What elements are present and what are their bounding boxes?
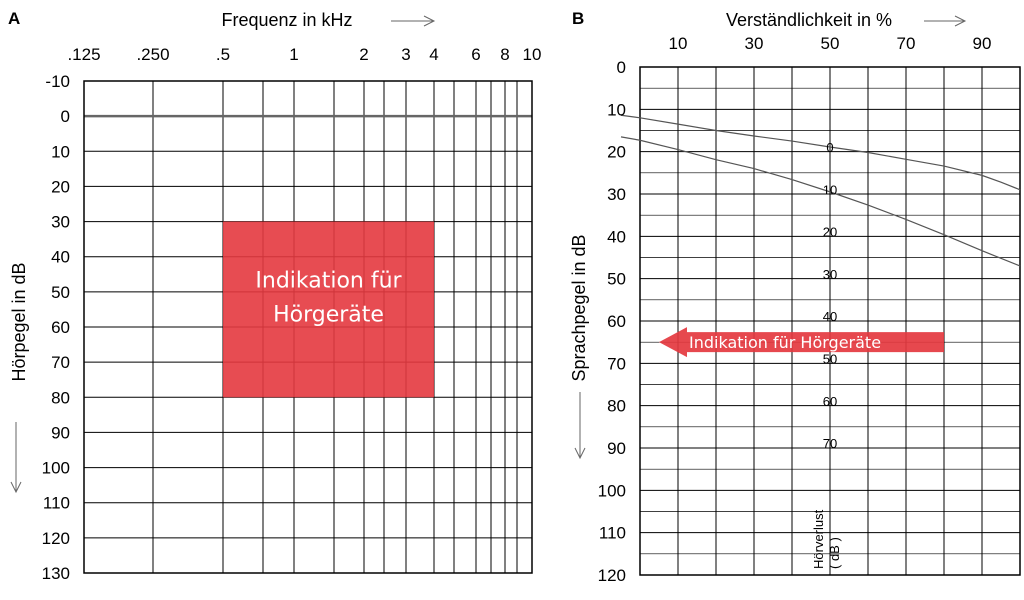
panel-a-y-tick-7: 50 (51, 283, 70, 302)
panel-b-x-axis-title: Verständlichkeit in % (726, 10, 892, 30)
panel-a-x-tick-8: 6 (471, 45, 480, 64)
panel-b-x-tick-1: 10 (669, 34, 688, 53)
panel-a-y-tick-8: 60 (51, 318, 70, 337)
panel-b-y-tick-8: 70 (607, 354, 626, 373)
panel-b-y-tick-10: 90 (607, 439, 626, 458)
panel-a-x-tick-10: 10 (523, 45, 542, 64)
panel-b-y-tick-9: 80 (607, 397, 626, 416)
panel-a-y-tick-13: 110 (43, 494, 70, 513)
panel-b-series (620, 114, 1021, 267)
hearing-aid-indication-label-line-1: Indikation für (255, 268, 402, 293)
panel-a-letter: A (8, 9, 20, 28)
panel-a-x-tick-6: 3 (401, 45, 410, 64)
panel-a-y-tick-5: 30 (51, 213, 70, 232)
panel-b-x-direction-arrow (924, 15, 967, 27)
panel-b-y-tick-labels: 0 10 20 30 40 50 60 70 80 90 100 110 120 (598, 58, 626, 585)
panel-a-y-tick-11: 90 (51, 423, 70, 442)
panel-b-x-tick-3: 50 (821, 34, 840, 53)
panel-a-x-tick-4: 1 (289, 45, 298, 64)
panel-a-x-tick-3: .5 (216, 45, 230, 64)
panel-a-y-direction-arrow (10, 422, 22, 494)
panel-b-series-line-1 (620, 114, 1021, 191)
panel-b-y-tick-13: 120 (598, 566, 626, 585)
hearing-loss-label-50: 50 (823, 352, 837, 367)
panel-b-frame (639, 66, 1021, 576)
panel-b-letter: B (572, 9, 584, 28)
panel-a-y-tick-1: -10 (45, 72, 70, 91)
panel-b-x-tick-labels: 10 30 50 70 90 (669, 34, 992, 53)
panel-b-y-tick-4: 30 (607, 185, 626, 204)
panel-b-y-tick-5: 40 (607, 227, 626, 246)
hearing-aid-indication-arrow (659, 327, 944, 358)
panel-b-x-tick-2: 30 (745, 34, 764, 53)
panel-b-y-tick-12: 110 (599, 524, 626, 543)
panel-a-x-tick-9: 8 (500, 45, 509, 64)
panel-a-x-tick-5: 2 (359, 45, 368, 64)
hearing-loss-title: Hörverlust (811, 509, 826, 569)
panel-a-x-tick-2: .250 (136, 45, 169, 64)
panel-a-y-tick-3: 10 (51, 142, 70, 161)
hearing-aid-indication-arrow-label: Indikation für Hörgeräte (689, 333, 881, 352)
hearing-loss-label-10: 10 (823, 182, 837, 197)
panel-a-y-tick-10: 80 (51, 388, 70, 407)
panel-a-y-tick-labels: -10 0 10 20 30 40 50 60 70 80 90 100 110 120 130 (42, 72, 70, 583)
hearing-loss-label-0: 0 (826, 140, 833, 155)
panel-b-y-tick-1: 0 (617, 58, 626, 77)
panel-b-x-tick-4: 70 (897, 34, 916, 53)
hearing-loss-labels: 0 10 20 30 40 50 60 70 (823, 140, 837, 451)
hearing-loss-label-20: 20 (823, 225, 837, 240)
panel-a-x-direction-arrow (391, 15, 436, 27)
panel-b-y-tick-7: 60 (607, 312, 626, 331)
panel-b-y-tick-3: 20 (607, 143, 626, 162)
panel-b-series-line-2 (620, 136, 1021, 267)
panel-a-y-tick-9: 70 (51, 353, 70, 372)
panel-a-y-tick-15: 130 (42, 564, 70, 583)
panel-b-speech-audiogram: B 0 10 20 30 40 50 60 70 Hörverlust ( dB ) Indi… (569, 9, 1021, 585)
panel-b-grid (639, 66, 1021, 576)
panel-a-x-tick-labels: .125 .250 .5 1 2 3 4 6 8 10 (67, 45, 541, 64)
panel-a-x-tick-1: .125 (67, 45, 100, 64)
panel-a-y-tick-4: 20 (51, 177, 70, 196)
hearing-aid-indication-label-line-2: Hörgeräte (273, 302, 384, 327)
hearing-loss-label-30: 30 (823, 267, 837, 282)
panel-b-y-direction-arrow (574, 392, 586, 460)
panel-b-y-tick-2: 10 (607, 100, 626, 119)
panel-a-frame (83, 80, 533, 574)
hearing-aid-indication-arrow-shape (659, 327, 944, 358)
panel-b-y-tick-6: 50 (607, 270, 626, 289)
hearing-loss-label-40: 40 (823, 309, 837, 324)
panel-a-x-axis-title: Frequenz in kHz (221, 10, 352, 30)
panel-b-x-tick-5: 90 (973, 34, 992, 53)
hearing-loss-unit: ( dB ) (827, 537, 842, 569)
panel-a-y-tick-14: 120 (42, 529, 70, 548)
panel-a-audiogram: A Indikation für Hörgeräte .125 .250 .5 1 2 3… (8, 9, 541, 583)
panel-a-y-axis-title: Hörpegel in dB (9, 262, 29, 381)
panel-a-y-tick-2: 0 (61, 107, 70, 126)
panel-a-x-tick-7: 4 (429, 45, 438, 64)
hearing-loss-label-70: 70 (823, 436, 837, 451)
panel-b-y-tick-11: 100 (598, 481, 626, 500)
panel-a-y-tick-6: 40 (51, 248, 70, 267)
hearing-loss-label-60: 60 (823, 394, 837, 409)
hearing-aid-indication-region (223, 221, 434, 398)
panel-b-y-axis-title: Sprachpegel in dB (569, 234, 589, 381)
panel-a-y-tick-12: 100 (42, 459, 70, 478)
